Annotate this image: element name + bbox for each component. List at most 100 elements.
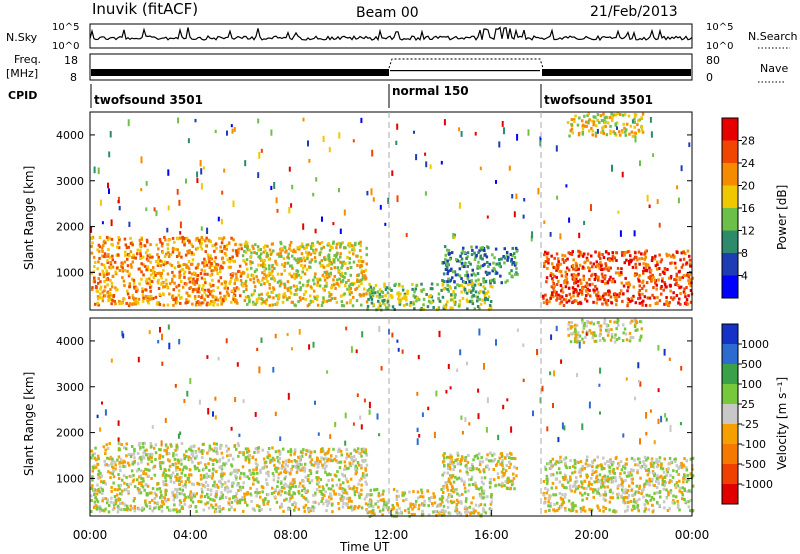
scatter-cell: [215, 442, 218, 446]
scatter-cell: [216, 303, 219, 307]
scatter-cell: [136, 248, 139, 252]
scatter-cell: [224, 486, 227, 490]
scatter-cell: [361, 474, 365, 478]
scatter-cell: [447, 495, 450, 499]
scatter-cell: [472, 458, 475, 462]
scatter-cell: [304, 297, 307, 301]
scatter-cell: [451, 306, 454, 310]
scatter-cell: [468, 300, 472, 304]
scatter-cell: [460, 261, 464, 265]
scatter-cell: [259, 248, 262, 251]
scatter-cell: [402, 296, 405, 300]
scatter-cell: [178, 487, 182, 491]
scatter-cell: [609, 129, 612, 133]
scatter-cell: [327, 242, 330, 246]
scatter-cell: [688, 281, 691, 285]
scatter-cell: [98, 509, 102, 513]
scatter-cell: [166, 243, 170, 247]
scatter-cell: [142, 296, 145, 300]
scatter-cell: [683, 477, 686, 481]
scatter-cell: [683, 474, 686, 478]
scatter-cell: [139, 446, 142, 449]
scatter-cell: [648, 494, 651, 498]
scatter-cell: [623, 126, 626, 130]
scatter-cell: [557, 467, 561, 471]
scatter-cell: [227, 241, 231, 245]
scatter-cell: [249, 262, 252, 266]
scatter-cell: [385, 286, 389, 290]
scatter-cell: [139, 254, 142, 257]
scatter-cell: [201, 452, 204, 455]
scatter-cell: [205, 476, 208, 479]
scatter-cell: [603, 116, 607, 120]
scatter-cell: [124, 464, 127, 468]
scatter-cell: [415, 499, 418, 503]
scatter-cell: [244, 295, 248, 299]
scatter-cell: [352, 260, 356, 264]
scatter-cell: [571, 471, 574, 475]
scatter-cell: [586, 292, 590, 296]
scatter-cell: [299, 257, 302, 261]
scatter-cell: [486, 215, 489, 219]
scatter-cell: [653, 491, 656, 495]
scatter-cell: [619, 113, 622, 116]
scatter-cell: [412, 294, 415, 298]
scatter-cell: [173, 503, 176, 507]
scatter-cell: [353, 507, 356, 511]
scatter-cell: [294, 250, 297, 254]
scatter-cell: [395, 494, 399, 498]
scatter-cell: [261, 448, 265, 452]
scatter-cell: [235, 253, 239, 257]
scatter-cell: [531, 231, 534, 239]
scatter-cell: [276, 459, 280, 463]
scatter-cell: [325, 281, 328, 285]
scatter-cell: [265, 255, 268, 259]
scatter-cell: [342, 487, 345, 491]
scatter-cell: [466, 273, 470, 277]
scatter-cell: [211, 463, 215, 466]
scatter-cell: [146, 281, 149, 285]
scatter-cell: [153, 207, 156, 212]
scatter-cell: [630, 468, 633, 472]
scatter-cell: [611, 259, 615, 263]
scatter-cell: [563, 495, 567, 499]
scatter-cell: [121, 266, 124, 270]
scatter-cell: [102, 445, 105, 449]
scatter-cell: [265, 465, 268, 469]
scatter-cell: [466, 460, 470, 464]
scatter-cell: [246, 245, 249, 249]
scatter-cell: [178, 276, 181, 280]
scatter-cell: [352, 485, 356, 489]
scatter-cell: [90, 499, 93, 502]
scatter-cell: [188, 271, 191, 275]
scatter-cell: [598, 508, 601, 512]
scatter-cell: [344, 271, 347, 275]
scatter-cell: [634, 262, 637, 266]
scatter-cell: [328, 262, 331, 266]
scatter-cell: [561, 286, 564, 290]
scatter-cell: [315, 488, 319, 491]
scatter-cell: [569, 296, 573, 300]
scatter-cell: [604, 262, 607, 266]
scatter-cell: [111, 254, 114, 258]
scatter-cell: [261, 297, 264, 301]
scatter-cell: [604, 493, 608, 497]
scatter-cell: [266, 483, 269, 486]
scatter-cell: [287, 508, 290, 511]
scatter-cell: [209, 240, 212, 244]
scatter-cell: [196, 466, 199, 470]
scatter-cell: [97, 243, 101, 247]
scatter-cell: [318, 253, 321, 257]
scatter-cell: [451, 276, 454, 280]
scatter-cell: [152, 297, 155, 300]
scatter-cell: [477, 260, 480, 264]
scatter-cell: [254, 490, 257, 494]
scatter-cell: [358, 496, 361, 500]
scatter-cell: [444, 306, 448, 309]
scatter-cell: [513, 465, 516, 469]
colorbar-tick-label: 28: [741, 135, 755, 148]
scatter-cell: [275, 294, 278, 298]
scatter-cell: [309, 294, 312, 298]
scatter-cell: [215, 495, 218, 499]
scatter-cell: [370, 297, 374, 301]
